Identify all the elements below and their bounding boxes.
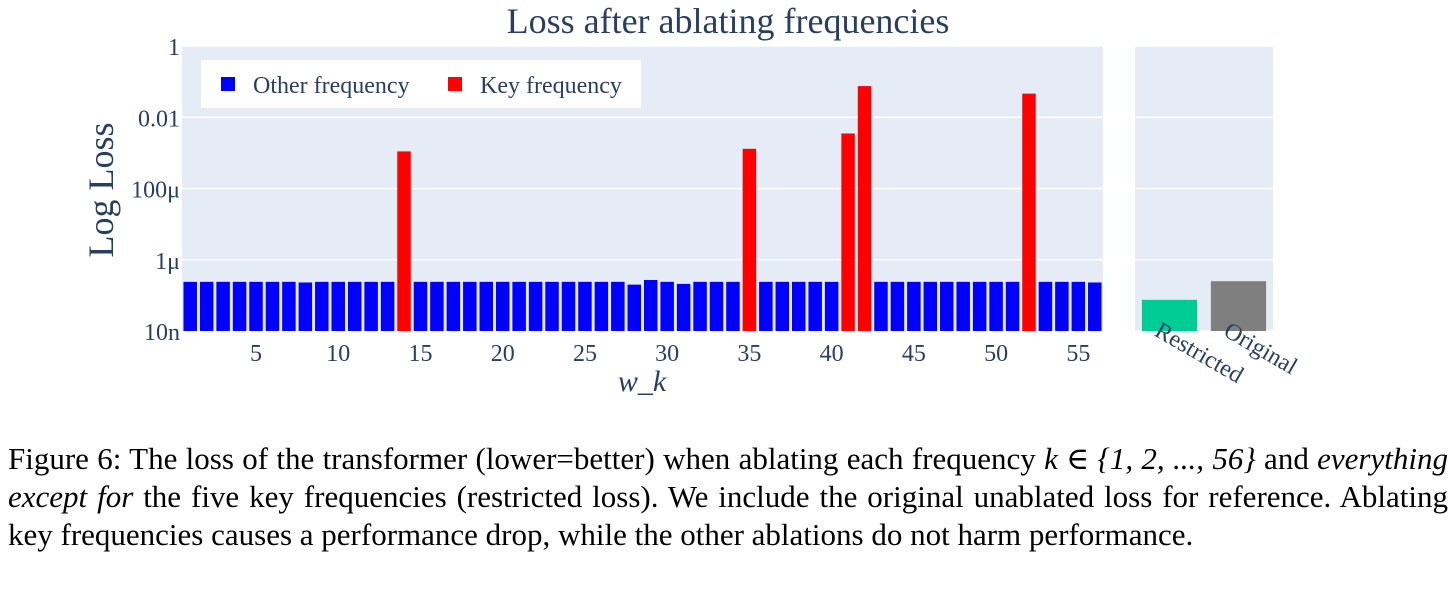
other-frequency-bar — [413, 281, 428, 331]
other-frequency-bar — [183, 281, 197, 331]
side-bar-original — [1210, 281, 1267, 331]
main-plot: 1 0.01 100μ 1μ 10n 5 10 15 20 25 30 35 40 45 50 55 Los… — [81, 1, 1103, 398]
other-frequency-bar — [1071, 281, 1086, 331]
legend-swatch-other — [221, 77, 235, 91]
y-axis-label: Log Loss — [81, 123, 121, 258]
other-frequency-bar — [512, 281, 526, 331]
caption-part-3: the five key frequencies (restricted los… — [8, 479, 1448, 552]
x-tick-label: 50 — [984, 341, 1008, 367]
x-tick-label: 45 — [902, 341, 926, 367]
other-frequency-bar — [923, 281, 938, 331]
x-tick-label: 10 — [326, 341, 350, 367]
y-tick-label: 1μ — [155, 249, 180, 275]
key-frequency-bar — [1022, 93, 1036, 331]
figure-caption: Figure 6: The loss of the transformer (l… — [8, 440, 1448, 554]
other-frequency-bar — [232, 281, 247, 331]
x-tick-label: 25 — [573, 341, 597, 367]
other-frequency-bar — [331, 281, 345, 331]
other-frequency-bar — [528, 281, 543, 331]
other-frequency-bar — [643, 280, 658, 331]
other-frequency-bar — [676, 283, 691, 331]
other-frequency-bar — [315, 281, 329, 331]
legend-background — [201, 60, 641, 108]
other-frequency-bar — [791, 281, 806, 331]
other-frequency-bar — [265, 281, 280, 331]
legend-label-key: Key frequency — [480, 73, 622, 99]
other-frequency-bar — [940, 281, 954, 331]
chart-title: Loss after ablating frequencies — [507, 1, 950, 41]
other-frequency-bar — [726, 281, 740, 331]
main-bars — [183, 86, 1102, 331]
other-frequency-bar — [1038, 281, 1053, 331]
other-frequency-bar — [808, 281, 822, 331]
y-tick-label: 10n — [144, 320, 180, 346]
other-frequency-bar — [627, 284, 642, 331]
other-frequency-bar — [446, 281, 461, 331]
figure-chart: 1 0.01 100μ 1μ 10n 5 10 15 20 25 30 35 40 45 50 55 Los… — [81, 1, 1302, 398]
other-frequency-bar — [972, 281, 987, 331]
other-frequency-bar — [463, 281, 477, 331]
other-frequency-bar — [561, 281, 576, 331]
other-frequency-bar — [1005, 281, 1020, 331]
x-tick-label: 55 — [1066, 341, 1090, 367]
other-frequency-bar — [611, 281, 625, 331]
caption-math: k ∈ {1, 2, ..., 56} — [1044, 441, 1256, 476]
side-bar-restricted — [1141, 299, 1198, 331]
other-frequency-bar — [216, 281, 230, 331]
y-tick-label: 100μ — [131, 178, 180, 204]
x-tick-label: 30 — [655, 341, 679, 367]
other-frequency-bar — [495, 281, 510, 331]
other-frequency-bar — [989, 281, 1003, 331]
other-frequency-bar — [660, 281, 674, 331]
key-frequency-bar — [857, 86, 872, 331]
other-frequency-bar — [890, 281, 905, 331]
other-frequency-bar — [347, 281, 362, 331]
other-frequency-bar — [578, 281, 592, 331]
other-frequency-bar — [1088, 282, 1102, 331]
other-frequency-bar — [1055, 281, 1069, 331]
y-tick-label: 0.01 — [138, 106, 180, 132]
x-axis-label: w_k — [618, 365, 667, 398]
y-tick-labels: 1 0.01 100μ 1μ 10n — [131, 35, 180, 346]
other-frequency-bar — [380, 281, 395, 331]
other-frequency-bar — [199, 281, 214, 331]
other-frequency-bar — [709, 281, 724, 331]
other-frequency-bar — [364, 281, 378, 331]
x-tick-label: 15 — [408, 341, 432, 367]
key-frequency-bar — [841, 133, 855, 331]
legend-swatch-key — [448, 77, 462, 91]
other-frequency-bar — [298, 282, 313, 331]
key-frequency-bar — [397, 151, 411, 331]
other-frequency-bar — [430, 281, 444, 331]
other-frequency-bar — [759, 281, 773, 331]
other-frequency-bar — [545, 281, 559, 331]
other-frequency-bar — [907, 281, 921, 331]
x-tick-label: 20 — [491, 341, 515, 367]
legend-label-other: Other frequency — [253, 73, 410, 99]
key-frequency-bar — [742, 148, 757, 331]
legend: Other frequency Key frequency — [201, 60, 641, 108]
other-frequency-bar — [824, 281, 839, 331]
x-tick-label: 35 — [737, 341, 761, 367]
caption-emphasis: everything except for — [8, 441, 1448, 514]
other-frequency-bar — [479, 281, 494, 331]
other-frequency-bar — [693, 281, 707, 331]
side-bars — [1141, 281, 1267, 331]
other-frequency-bar — [956, 281, 970, 331]
y-tick-label: 1 — [168, 35, 180, 61]
x-tick-label: 5 — [250, 341, 262, 367]
caption-part-1: Figure 6: The loss of the transformer (l… — [8, 441, 1045, 476]
main-gridlines — [182, 45, 1103, 332]
other-frequency-bar — [594, 281, 609, 331]
other-frequency-bar — [775, 281, 790, 331]
other-frequency-bar — [874, 281, 888, 331]
other-frequency-bar — [249, 281, 263, 331]
other-frequency-bar — [282, 281, 296, 331]
x-tick-labels: 5 10 15 20 25 30 35 40 45 50 55 — [250, 341, 1090, 367]
x-tick-label: 40 — [820, 341, 844, 367]
caption-part-2: and — [1255, 441, 1318, 476]
